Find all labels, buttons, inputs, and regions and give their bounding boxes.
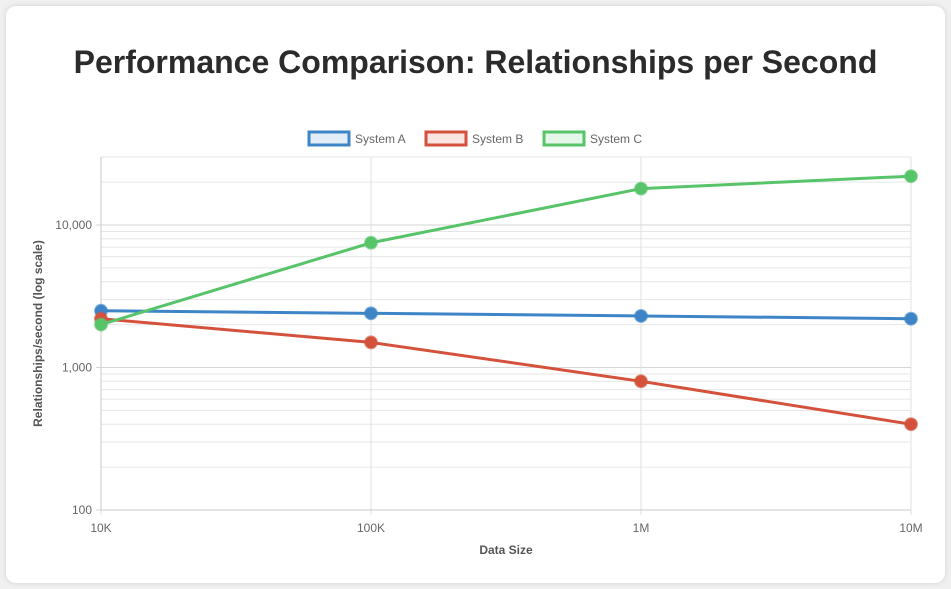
legend-label: System B [472,132,523,146]
series-line [100,174,912,327]
series-line [100,317,912,426]
y-axis-title: Relationships/second (log scale) [31,240,45,427]
data-point [364,235,378,250]
y-tick-label: 100 [72,503,92,517]
data-point [364,335,378,350]
data-point [904,417,918,432]
legend-label: System A [355,132,406,146]
legend-label: System C [590,132,642,146]
legend-item: System A [307,130,406,147]
x-tick-label: 1M [633,521,650,535]
data-point [904,311,918,326]
legend-item: System B [424,130,523,147]
legend-swatch [542,130,586,147]
y-tick-label: 1,000 [62,360,92,374]
data-point [364,306,378,321]
data-point [94,317,108,332]
x-tick-label: 10M [899,521,922,535]
data-point [904,169,918,184]
x-tick-label: 100K [357,521,385,535]
chart-title: Performance Comparison: Relationships pe… [73,44,878,80]
series-lines [94,169,918,432]
x-axis-title: Data Size [479,543,533,557]
grid-lines [100,156,912,515]
data-point [634,181,648,196]
data-point [634,374,648,389]
legend-item: System C [542,130,642,147]
axes: 100 1,000 10,000 10K 100K 1M 10M Data Size Relat… [31,157,923,557]
chart-card [6,6,945,583]
x-tick-label: 10K [90,521,111,535]
legend-swatch [424,130,468,147]
legend-swatch [307,130,351,147]
legend: System A System B System C [307,130,642,147]
data-point [634,308,648,323]
y-tick-label: 10,000 [55,218,92,232]
series-line [100,309,912,321]
